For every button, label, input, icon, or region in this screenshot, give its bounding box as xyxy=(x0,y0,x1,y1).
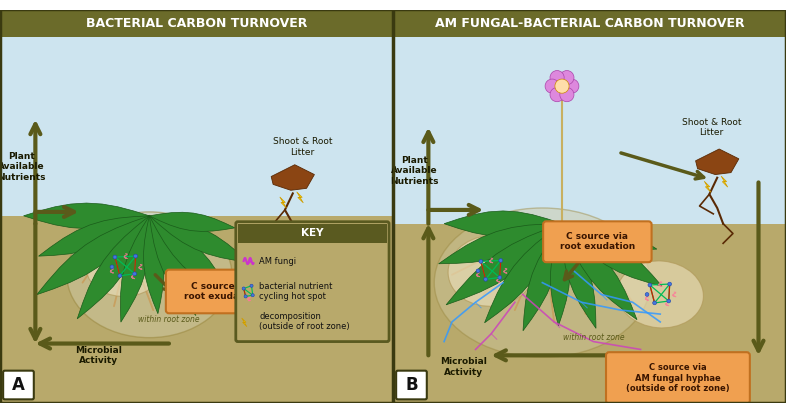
Ellipse shape xyxy=(86,237,165,297)
Text: Microbial
Activity: Microbial Activity xyxy=(75,346,122,365)
Circle shape xyxy=(565,79,578,93)
Polygon shape xyxy=(439,224,562,264)
Polygon shape xyxy=(24,203,149,229)
Polygon shape xyxy=(562,224,637,320)
Text: Plant
Available
Nutrients: Plant Available Nutrients xyxy=(391,156,439,185)
Bar xyxy=(393,9,786,232)
Polygon shape xyxy=(446,224,562,305)
Circle shape xyxy=(110,265,114,269)
Circle shape xyxy=(250,284,253,287)
Text: Shoot & Root
Litter: Shoot & Root Litter xyxy=(273,137,332,157)
Circle shape xyxy=(483,277,487,281)
Text: C source via
AM fungal hyphae
(outside of root zone): C source via AM fungal hyphae (outside o… xyxy=(626,363,729,393)
Ellipse shape xyxy=(434,208,651,357)
Text: A: A xyxy=(12,376,25,394)
Polygon shape xyxy=(550,224,570,326)
Polygon shape xyxy=(144,216,163,314)
Text: Plant
Available
Nutrients: Plant Available Nutrients xyxy=(0,152,46,182)
Text: Microbial
Activity: Microbial Activity xyxy=(440,358,487,377)
Polygon shape xyxy=(39,216,149,256)
Circle shape xyxy=(252,294,255,297)
Polygon shape xyxy=(297,192,303,203)
Text: AM fungi: AM fungi xyxy=(259,257,296,265)
Polygon shape xyxy=(523,224,562,331)
Polygon shape xyxy=(77,216,149,319)
Polygon shape xyxy=(149,216,233,299)
Circle shape xyxy=(545,79,559,93)
Text: Shoot & Root
Litter: Shoot & Root Litter xyxy=(681,118,741,137)
Bar xyxy=(0,9,393,224)
Text: B: B xyxy=(405,376,418,394)
Text: bacterial nutrient
cycling hot spot: bacterial nutrient cycling hot spot xyxy=(259,281,332,301)
Text: decomposition
(outside of root zone): decomposition (outside of root zone) xyxy=(259,312,350,331)
FancyBboxPatch shape xyxy=(236,222,389,342)
FancyBboxPatch shape xyxy=(606,352,750,404)
Bar xyxy=(393,224,786,403)
Polygon shape xyxy=(704,181,711,192)
Text: KEY: KEY xyxy=(301,228,324,238)
Circle shape xyxy=(113,255,117,259)
Polygon shape xyxy=(444,211,562,236)
Ellipse shape xyxy=(67,212,232,338)
FancyBboxPatch shape xyxy=(166,270,278,313)
Ellipse shape xyxy=(448,235,534,306)
Bar xyxy=(238,224,387,243)
Circle shape xyxy=(479,260,483,263)
FancyBboxPatch shape xyxy=(3,371,34,399)
Polygon shape xyxy=(271,165,314,190)
Circle shape xyxy=(118,274,122,278)
Polygon shape xyxy=(562,223,657,250)
Polygon shape xyxy=(149,216,249,262)
Circle shape xyxy=(498,276,501,279)
Circle shape xyxy=(550,70,564,85)
Circle shape xyxy=(652,301,656,305)
Text: C source via
root exudation: C source via root exudation xyxy=(185,282,259,301)
Circle shape xyxy=(560,70,574,85)
Text: BACTERIAL CARBON TURNOVER: BACTERIAL CARBON TURNOVER xyxy=(86,17,307,30)
Circle shape xyxy=(499,259,502,262)
Ellipse shape xyxy=(617,261,703,328)
Polygon shape xyxy=(562,224,662,286)
Polygon shape xyxy=(484,224,562,323)
Circle shape xyxy=(476,269,480,273)
FancyBboxPatch shape xyxy=(396,371,427,399)
Bar xyxy=(0,9,393,37)
Circle shape xyxy=(555,79,569,93)
Polygon shape xyxy=(149,212,235,232)
Polygon shape xyxy=(149,216,196,316)
FancyBboxPatch shape xyxy=(543,221,652,262)
Circle shape xyxy=(667,299,670,303)
Circle shape xyxy=(648,283,652,287)
Circle shape xyxy=(550,88,564,102)
Polygon shape xyxy=(37,216,149,295)
Polygon shape xyxy=(696,149,739,175)
Text: AM FUNGAL-BACTERIAL CARBON TURNOVER: AM FUNGAL-BACTERIAL CARBON TURNOVER xyxy=(435,17,744,30)
Polygon shape xyxy=(722,176,728,187)
Circle shape xyxy=(133,272,137,276)
Polygon shape xyxy=(120,216,150,322)
Circle shape xyxy=(244,295,248,298)
Polygon shape xyxy=(242,318,247,327)
Circle shape xyxy=(560,88,574,102)
Bar xyxy=(0,216,393,403)
Text: C source via
root exudation: C source via root exudation xyxy=(560,232,635,251)
Bar xyxy=(393,9,786,37)
Polygon shape xyxy=(280,197,286,208)
Text: within root zone: within root zone xyxy=(563,333,624,342)
Circle shape xyxy=(134,254,138,258)
Circle shape xyxy=(668,282,671,286)
Polygon shape xyxy=(562,224,596,328)
Circle shape xyxy=(242,287,245,290)
Circle shape xyxy=(645,293,649,296)
Text: within root zone: within root zone xyxy=(138,316,200,325)
